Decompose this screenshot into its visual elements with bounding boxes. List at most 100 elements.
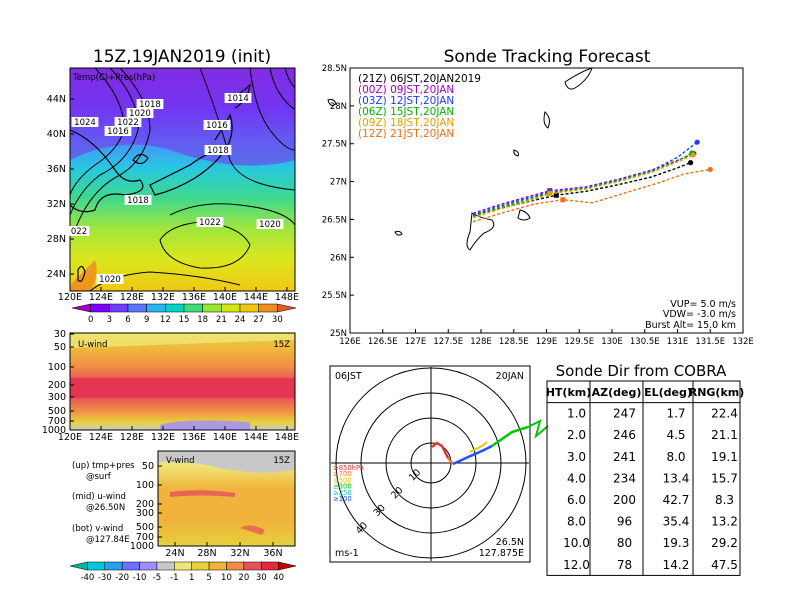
track-legend-entry: (06Z) 15JST,20JAN [358,106,454,118]
chart-title: Sonde Tracking Forecast [444,47,651,67]
track-x-tick: 131E [667,337,689,347]
u-lon-tick: 120E [58,432,82,443]
wind-colorbar-tick: -40 [80,573,94,583]
colorbar-tick: 0 [88,315,93,325]
track-y-tick: 28N [330,102,347,112]
map-lat-tick: 44N [47,94,66,105]
table-cell: 96 [617,515,632,529]
table-cell: 8.0 [567,515,586,529]
track-y-tick: 27N [330,178,347,188]
colorbar-swatch [183,303,203,313]
wind-colorbar-tick: -5 [153,573,161,583]
table-title: Sonde Dir from COBRA [556,362,727,380]
track-series-line [472,168,711,223]
track-x-tick: 127E [405,337,427,347]
track-legend-entry: (09Z) 18JST,20JAN [358,117,454,129]
wind-colorbar-tick: 40 [273,573,284,583]
table-cell: 4.0 [567,471,586,485]
isobar-label: 1018 [207,146,229,156]
isobar-label: 1016 [206,121,228,131]
table-cell: 42.7 [663,493,690,507]
track-endpoint [690,152,696,158]
v-wind-time: 15Z [273,456,290,466]
param-vdw: VDW= -3.0 m/s [663,309,736,320]
table-cell: 4.5 [666,428,685,442]
track-x-tick: 129.5E [564,337,594,347]
wind-colorbar-swatch [278,561,297,571]
v-wind-label: V-wind [166,456,194,466]
isobar-label: 1018 [127,196,149,206]
map-lat-tick: 24N [47,269,66,280]
colorbar-tick: 9 [144,315,149,325]
v-lat-tick: 36N [263,548,282,559]
wind-colorbar-swatch [69,561,88,571]
track-legend-entry: (21Z) 06JST,20JAN2019 [358,73,481,85]
map-lon-tick: 128E [120,292,144,303]
v-wind-section [157,450,296,547]
track-x-tick: 127.5E [433,337,463,347]
polar-time-right: 20JAN [496,371,524,382]
colorbar-swatch [258,303,278,313]
isobar-label: 1014 [227,94,249,104]
table-cell: 8.3 [715,493,734,507]
colorbar-tick: 27 [253,315,264,325]
table-cell: 35.4 [663,515,690,529]
track-x-tick: 131.5E [695,337,725,347]
track-endpoint [707,166,713,173]
map-lon-tick: 120E [58,292,82,303]
left-title: 15Z,19JAN2019 (init) [93,47,271,67]
colorbar-tick: 21 [216,315,227,325]
u-p-tick: 50 [54,342,66,353]
map-panel-label: Temp(C)+Pres(hPa) [72,73,155,83]
colorbar-tick: 12 [160,315,171,325]
wind-colorbar-swatch [156,561,175,571]
wind-colorbar-tick: -20 [115,573,129,583]
colorbar-swatch [239,303,259,313]
polar-level-label: ≥500 [333,476,352,484]
track-x-tick: 129E [536,337,558,347]
u-lon-tick: 136E [182,432,206,443]
v-p-tick: 1000 [130,541,154,552]
track-x-tick: 132E [732,337,754,347]
table-cell: 47.5 [711,558,738,572]
track-burst-marker [547,191,553,197]
u-p-tick: 500 [48,406,66,417]
isobar-label: 1022 [117,118,139,128]
table-cell: 1.7 [666,407,685,421]
track-burst-marker [553,192,559,198]
okinawa-coastlines [327,67,593,251]
isobar-label: 1020 [259,220,281,230]
track-x-tick: 126E [339,337,361,347]
wind-colorbar-swatch [87,561,106,571]
track-series-line [472,154,694,219]
note-bot-1: (bot) v-wind [72,524,123,534]
polar-level-label: ≥100 [333,495,352,503]
colorbar-swatch [71,303,91,313]
note-up-1: (up) tmp+pres [72,461,135,471]
u-lon-tick: 128E [120,432,144,443]
polar-unit: ms-1 [335,548,359,559]
polar-loc-lat: 26.5N [496,537,524,548]
table-header: HT(km) [546,386,592,399]
colorbar-swatch [165,303,185,313]
wind-colorbar-swatch [226,561,245,571]
wind-colorbar-swatch [260,561,279,571]
track-legend-entry: (00Z) 09JST,20JAN [358,84,454,96]
u-wind-label: U-wind [78,340,107,350]
track-legend-entry: (03Z) 12JST,20JAN [358,95,454,107]
wind-colorbar-tick: 10 [221,573,232,583]
polar-level-label: ≥850hPa [333,464,364,472]
u-lon-tick: 124E [89,432,113,443]
table-header: RNG(km) [689,386,745,399]
v-p-tick: 500 [136,522,154,533]
isobar-label: 1018 [139,100,161,110]
wind-colorbar-swatch [174,561,192,571]
table-cell: 15.7 [711,471,738,485]
track-y-tick: 27.5N [322,140,347,150]
track-y-tick: 26.5N [322,215,347,225]
table-cell: 19.1 [711,450,738,464]
u-p-tick: 700 [48,416,66,427]
colorbar-tick: 24 [235,315,246,325]
table-cell: 19.3 [663,536,690,550]
map-lat-tick: 28N [47,234,66,245]
